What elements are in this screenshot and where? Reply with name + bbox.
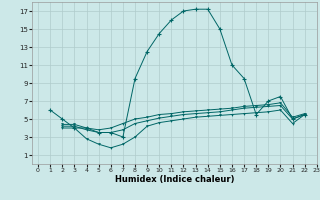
X-axis label: Humidex (Indice chaleur): Humidex (Indice chaleur) <box>115 175 234 184</box>
